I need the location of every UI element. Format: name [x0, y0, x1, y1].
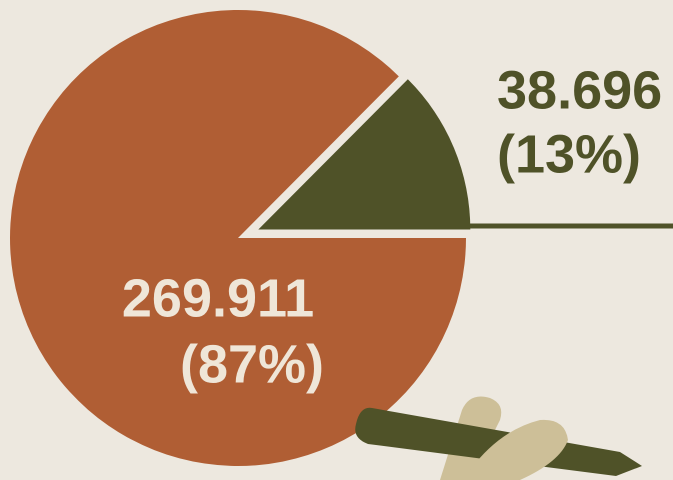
value-label: 269.911: [122, 268, 314, 328]
chart: 269.911 (87%) 38.696 (13%): [0, 0, 673, 480]
pie: [10, 10, 470, 466]
pen-illustration: [355, 397, 642, 480]
value-label: 38.696: [497, 60, 662, 120]
share-label: (13%): [497, 124, 641, 184]
pie-slice: [10, 10, 466, 466]
share-label: (87%): [180, 334, 324, 394]
